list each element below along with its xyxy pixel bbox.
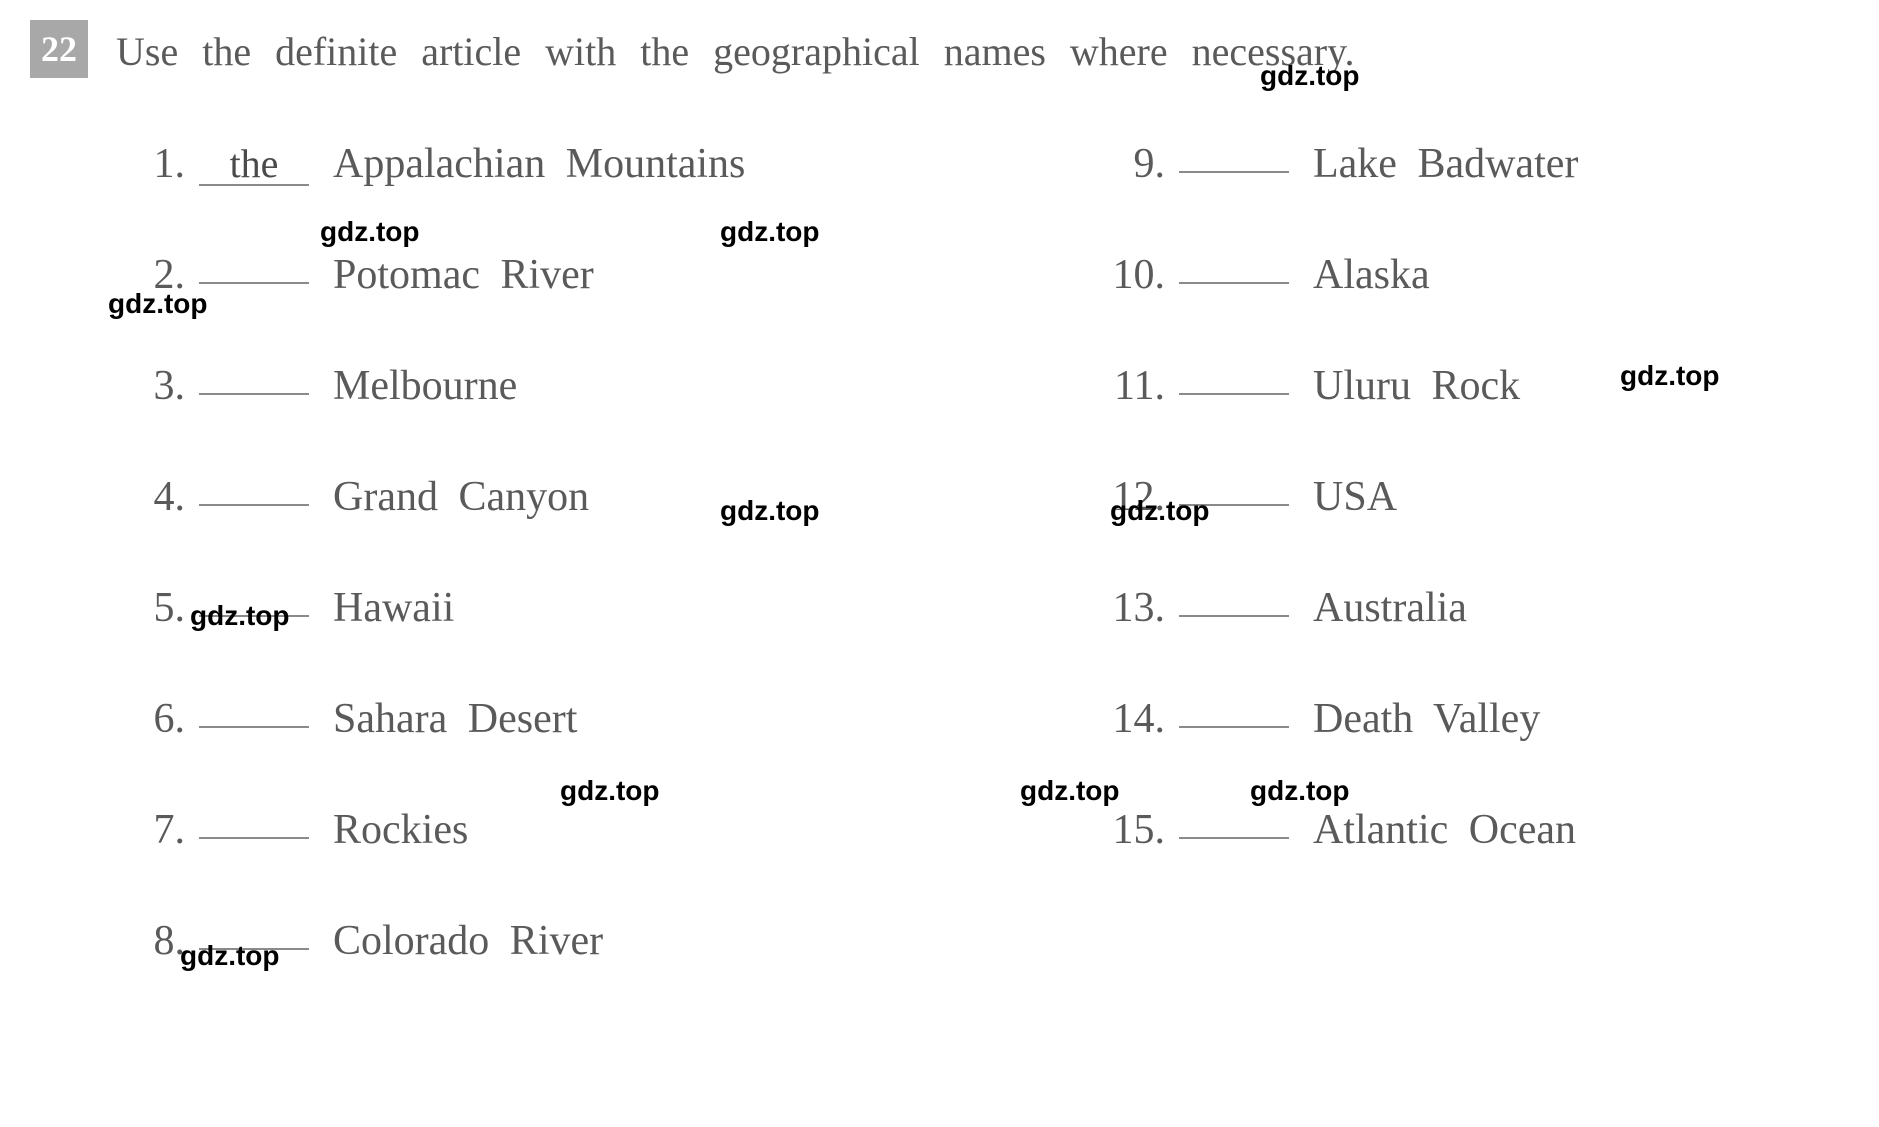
answer-blank[interactable]	[199, 393, 309, 395]
exercise-item: 15. Atlantic Ocean	[1095, 806, 1849, 854]
item-number: 11.	[1095, 362, 1165, 410]
answer-blank[interactable]	[1179, 615, 1289, 617]
left-column: 1. the Appalachian Mountains 2. Potomac Rive…	[115, 140, 1095, 1028]
answer-blank[interactable]	[199, 615, 309, 617]
exercise-number-box: 22	[30, 20, 88, 78]
instruction-text: Use the definite article with the geogra…	[116, 20, 1354, 80]
answer-blank[interactable]	[199, 726, 309, 728]
geographical-name: Hawaii	[333, 584, 454, 632]
item-number: 15.	[1095, 806, 1165, 854]
geographical-name: Alaska	[1313, 251, 1430, 299]
item-number: 14.	[1095, 695, 1165, 743]
answer-blank[interactable]	[199, 282, 309, 284]
item-number: 12.	[1095, 473, 1165, 521]
answer-blank[interactable]	[1179, 837, 1289, 839]
answer-blank[interactable]	[1179, 504, 1289, 506]
geographical-name: Melbourne	[333, 362, 517, 410]
geographical-name: Rockies	[333, 806, 468, 854]
item-number: 2.	[115, 251, 185, 299]
geographical-name: Colorado River	[333, 917, 603, 965]
item-number: 8.	[115, 917, 185, 965]
exercise-item: 3. Melbourne	[115, 362, 1095, 410]
geographical-name: Uluru Rock	[1313, 362, 1520, 410]
answer-blank[interactable]	[199, 948, 309, 950]
item-number: 4.	[115, 473, 185, 521]
geographical-name: Grand Canyon	[333, 473, 589, 521]
answer-blank[interactable]	[199, 837, 309, 839]
exercise-item: 10. Alaska	[1095, 251, 1849, 299]
item-number: 1.	[115, 140, 185, 188]
exercise-item: 4. Grand Canyon	[115, 473, 1095, 521]
answer-blank[interactable]	[199, 504, 309, 506]
item-number: 6.	[115, 695, 185, 743]
item-number: 7.	[115, 806, 185, 854]
exercise-item: 1. the Appalachian Mountains	[115, 140, 1095, 188]
item-number: 3.	[115, 362, 185, 410]
exercise-item: 13. Australia	[1095, 584, 1849, 632]
exercise-item: 12. USA	[1095, 473, 1849, 521]
exercise-item: 14. Death Valley	[1095, 695, 1849, 743]
geographical-name: Sahara Desert	[333, 695, 577, 743]
geographical-name: Atlantic Ocean	[1313, 806, 1576, 854]
answer-blank[interactable]	[1179, 726, 1289, 728]
geographical-name: Australia	[1313, 584, 1467, 632]
exercise-item: 8. Colorado River	[115, 917, 1095, 965]
exercise-item: 2. Potomac River	[115, 251, 1095, 299]
item-number: 5.	[115, 584, 185, 632]
geographical-name: Lake Badwater	[1313, 140, 1578, 188]
right-column: 9. Lake Badwater 10. Alaska 11. Uluru Rock 12.…	[1095, 140, 1849, 1028]
item-number: 13.	[1095, 584, 1165, 632]
answer-blank[interactable]	[1179, 171, 1289, 173]
answer-blank[interactable]	[1179, 393, 1289, 395]
exercise-item: 9. Lake Badwater	[1095, 140, 1849, 188]
item-number: 10.	[1095, 251, 1165, 299]
geographical-name: USA	[1313, 473, 1397, 521]
answer-blank[interactable]	[1179, 282, 1289, 284]
geographical-name: Appalachian Mountains	[333, 140, 745, 188]
exercise-item: 5. Hawaii	[115, 584, 1095, 632]
geographical-name: Death Valley	[1313, 695, 1540, 743]
exercise-columns: 1. the Appalachian Mountains 2. Potomac Rive…	[30, 140, 1849, 1028]
geographical-name: Potomac River	[333, 251, 594, 299]
answer-blank-filled[interactable]: the	[199, 144, 309, 186]
exercise-item: 11. Uluru Rock	[1095, 362, 1849, 410]
exercise-item: 6. Sahara Desert	[115, 695, 1095, 743]
item-number: 9.	[1095, 140, 1165, 188]
exercise-header: 22 Use the definite article with the geo…	[30, 20, 1849, 80]
exercise-item: 7. Rockies	[115, 806, 1095, 854]
